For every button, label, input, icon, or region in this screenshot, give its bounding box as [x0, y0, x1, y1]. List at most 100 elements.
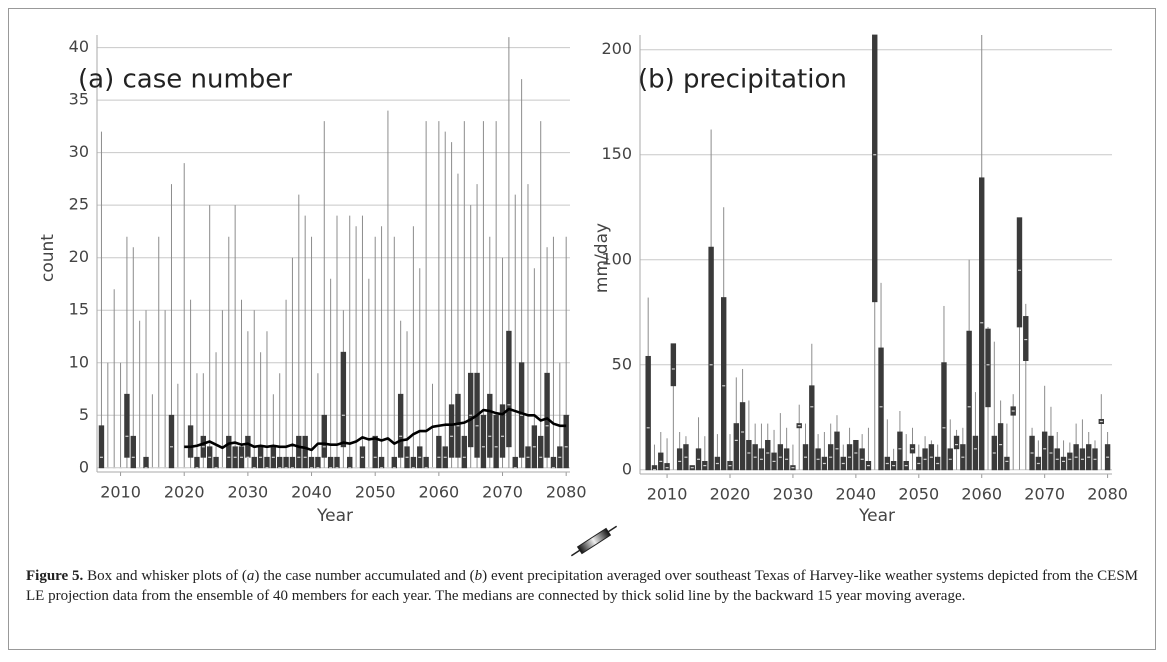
- caption-text: Box and whisker plots of (: [83, 568, 247, 584]
- box: [168, 414, 175, 469]
- x-tick-label: 2030: [228, 483, 269, 502]
- decorative-box-icon: [570, 525, 618, 557]
- x-tick-label: 2020: [710, 485, 751, 504]
- box: [664, 463, 670, 471]
- box: [979, 177, 985, 471]
- x-tick-label: 2050: [898, 485, 939, 504]
- box: [461, 435, 468, 469]
- y-tick-label: 25: [69, 195, 89, 214]
- box: [296, 435, 302, 469]
- x-tick-label: 2040: [836, 485, 877, 504]
- y-axis-label: mm/day: [592, 223, 612, 293]
- box: [302, 435, 308, 469]
- y-tick-label: 35: [69, 90, 89, 109]
- y-tick-label: 20: [69, 247, 89, 266]
- box: [972, 435, 979, 471]
- x-axis-label: Year: [316, 506, 353, 526]
- panel-title: (b) precipitation: [638, 65, 847, 95]
- box: [327, 456, 334, 469]
- chart: 0 5 10 15 20 25 30 35 40 2010 2020 2030 2040 2050 2060…: [38, 34, 1128, 557]
- box: [493, 414, 499, 469]
- box: [1004, 456, 1010, 471]
- box: [410, 456, 417, 469]
- caption-text: b: [474, 568, 483, 584]
- box: [315, 456, 321, 469]
- box: [277, 456, 283, 469]
- y-tick-label: 30: [69, 142, 89, 161]
- x-tick-label: 2080: [1087, 485, 1128, 504]
- x-tick-label: 2060: [961, 485, 1002, 504]
- box: [765, 439, 771, 471]
- y-tick-label: 50: [612, 354, 632, 373]
- box: [645, 355, 651, 471]
- box: [518, 362, 525, 458]
- box: [130, 435, 136, 469]
- box: [340, 351, 347, 448]
- x-axis-label: Year: [858, 506, 895, 526]
- y-tick-label: 150: [601, 144, 632, 163]
- y-tick-label: 40: [69, 37, 89, 56]
- x-tick-label: 2040: [291, 483, 332, 502]
- box: [834, 431, 840, 471]
- box: [746, 439, 752, 471]
- box: [966, 330, 972, 471]
- box: [544, 372, 550, 458]
- box: [853, 439, 859, 471]
- y-tick-label: 0: [79, 457, 89, 476]
- y-tick-label: 200: [601, 39, 632, 58]
- box: [487, 393, 493, 458]
- box: [397, 393, 404, 458]
- caption-text: ) event precipitation averaged over sout…: [26, 568, 1138, 604]
- box: [251, 456, 257, 469]
- box: [347, 456, 353, 469]
- x-tick-label: 2010: [100, 483, 141, 502]
- box: [985, 328, 991, 408]
- box: [372, 435, 378, 469]
- x-tick-label: 2010: [647, 485, 688, 504]
- x-tick-label: 2030: [773, 485, 814, 504]
- box: [809, 385, 815, 471]
- x-tick-label: 2050: [355, 483, 396, 502]
- box: [187, 425, 194, 458]
- box: [676, 448, 683, 471]
- x-tick-label: 2080: [546, 483, 587, 502]
- moving-average-line: [184, 407, 567, 452]
- caption-text: ) the case number accumulated and (: [254, 568, 475, 584]
- box: [670, 343, 677, 387]
- figure-frame: [8, 8, 1156, 650]
- panel-title: (a) case number: [78, 65, 292, 95]
- x-tick-label: 2060: [418, 483, 459, 502]
- x-tick-label: 2020: [164, 483, 205, 502]
- box: [264, 456, 270, 469]
- box: [941, 362, 947, 471]
- box: [721, 297, 727, 471]
- box: [1067, 452, 1073, 471]
- box: [194, 456, 200, 469]
- box: [423, 456, 429, 469]
- box: [308, 456, 315, 469]
- box: [1060, 456, 1067, 471]
- box: [739, 402, 746, 471]
- box: [1016, 217, 1023, 328]
- caption-text: a: [246, 568, 255, 584]
- box: [245, 435, 251, 458]
- box: [897, 431, 903, 471]
- x-tick-label: 2070: [1024, 485, 1065, 504]
- y-tick-label: 15: [69, 300, 89, 319]
- y-tick-label: 100: [601, 249, 632, 268]
- x-tick-label: 2070: [482, 483, 523, 502]
- figure-caption: Figure 5. Box and whisker plots of (a) t…: [26, 566, 1138, 606]
- box: [334, 456, 340, 469]
- box: [538, 435, 544, 469]
- box: [98, 425, 105, 469]
- y-tick-label: 5: [79, 405, 89, 424]
- box: [1023, 316, 1029, 361]
- y-tick-label: 10: [69, 352, 89, 371]
- box: [143, 456, 149, 469]
- box: [283, 456, 289, 469]
- box: [448, 404, 455, 458]
- box: [872, 34, 878, 303]
- box: [708, 246, 714, 471]
- box: [436, 435, 442, 469]
